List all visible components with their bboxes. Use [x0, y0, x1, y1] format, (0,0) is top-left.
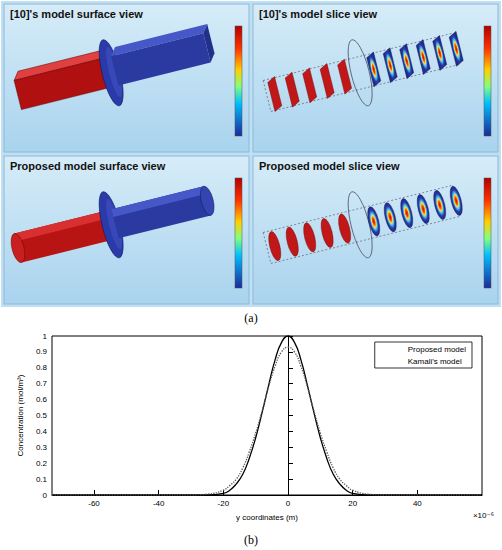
svg-text:40: 40	[413, 499, 422, 508]
svg-text:[10]'s model surface view: [10]'s model surface view	[10, 8, 143, 20]
svg-text:Proposed model slice view: Proposed model slice view	[259, 160, 400, 172]
svg-text:0.3: 0.3	[36, 443, 48, 452]
svg-text:0.9: 0.9	[36, 347, 48, 356]
svg-text:×10⁻⁶: ×10⁻⁶	[473, 511, 494, 520]
svg-text:Proposed model: Proposed model	[408, 345, 466, 354]
svg-text:0.2: 0.2	[36, 459, 48, 468]
svg-text:[10]'s model slice view: [10]'s model slice view	[259, 8, 378, 20]
svg-text:Concentration (mol/m³): Concentration (mol/m³)	[16, 374, 25, 456]
svg-text:0.8: 0.8	[36, 363, 48, 372]
svg-text:0.5: 0.5	[36, 411, 48, 420]
svg-text:0.6: 0.6	[36, 395, 48, 404]
svg-text:0: 0	[286, 499, 291, 508]
svg-text:-60: -60	[88, 499, 100, 508]
svg-text:-20: -20	[218, 499, 230, 508]
svg-text:0: 0	[43, 491, 48, 500]
svg-text:y coordinates (m): y coordinates (m)	[236, 513, 298, 522]
svg-text:(a): (a)	[244, 311, 257, 325]
svg-text:1: 1	[43, 332, 48, 341]
svg-text:0.4: 0.4	[36, 427, 48, 436]
svg-text:-40: -40	[153, 499, 165, 508]
svg-text:0.1: 0.1	[36, 475, 48, 484]
html-text:(b): (b)	[244, 533, 258, 547]
svg-text:Kamali's model: Kamali's model	[408, 357, 462, 366]
svg-text:Proposed model surface view: Proposed model surface view	[10, 160, 166, 172]
svg-text:0.7: 0.7	[36, 379, 48, 388]
svg-text:20: 20	[348, 499, 357, 508]
